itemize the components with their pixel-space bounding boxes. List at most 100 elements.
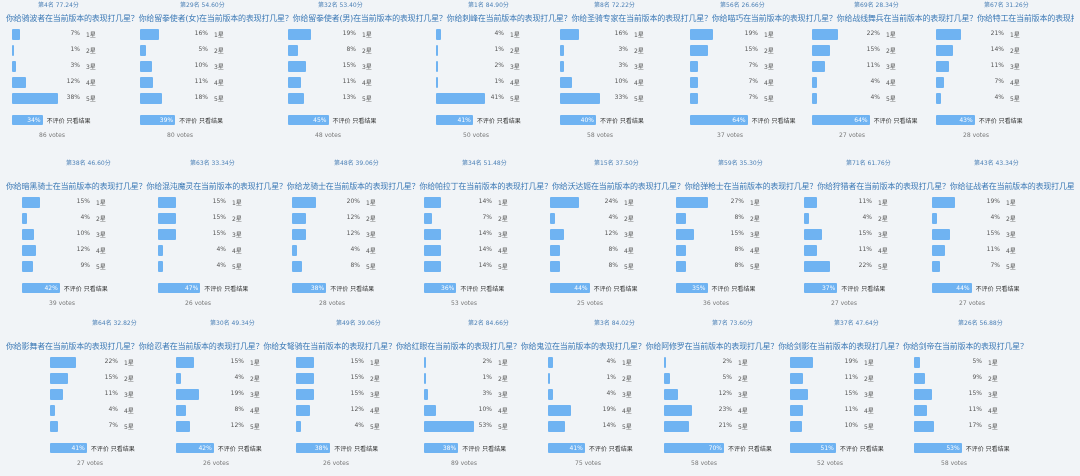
poll-option[interactable]: 2% 3星 (436, 60, 566, 74)
poll-option[interactable]: 14% 5星 (424, 260, 554, 274)
poll-option[interactable]: 4% 5星 (296, 420, 426, 434)
poll-option[interactable]: 5% 2星 (664, 372, 794, 386)
poll-option[interactable]: 15% 2星 (690, 44, 820, 58)
poll-option[interactable]: 15% 2星 (158, 212, 288, 226)
result-option[interactable]: 70% 不评价 只看结果 (664, 442, 794, 454)
poll-option[interactable]: 22% 1星 (50, 356, 180, 370)
poll-option[interactable]: 22% 1星 (812, 28, 942, 42)
poll-option[interactable]: 11% 3星 (936, 60, 1066, 74)
poll-option[interactable]: 7% 4星 (936, 76, 1066, 90)
result-option[interactable]: 53% 不评价 只看结果 (914, 442, 1044, 454)
poll-option[interactable]: 15% 3星 (288, 60, 418, 74)
poll-option[interactable]: 10% 5星 (790, 420, 920, 434)
poll-option[interactable]: 19% 1星 (288, 28, 418, 42)
poll-option[interactable]: 3% 3星 (424, 388, 554, 402)
result-option[interactable]: 45% 不评价 只看结果 (288, 114, 418, 126)
poll-option[interactable]: 5% 1星 (914, 356, 1044, 370)
poll-option[interactable]: 4% 4星 (158, 244, 288, 258)
poll-option[interactable]: 15% 3星 (676, 228, 806, 242)
poll-option[interactable]: 9% 2星 (914, 372, 1044, 386)
result-option[interactable]: 38% 不评价 只看结果 (424, 442, 554, 454)
poll-option[interactable]: 8% 5星 (676, 260, 806, 274)
poll-option[interactable]: 19% 1星 (690, 28, 820, 42)
poll-option[interactable]: 8% 5星 (292, 260, 422, 274)
result-option[interactable]: 43% 不评价 只看结果 (936, 114, 1066, 126)
poll-option[interactable]: 12% 3星 (550, 228, 680, 242)
poll-option[interactable]: 11% 4星 (914, 404, 1044, 418)
poll-option[interactable]: 11% 4星 (288, 76, 418, 90)
result-option[interactable]: 40% 不评价 只看结果 (560, 114, 690, 126)
poll-option[interactable]: 23% 4星 (664, 404, 794, 418)
poll-option[interactable]: 24% 1星 (550, 196, 680, 210)
poll-option[interactable]: 9% 5星 (22, 260, 152, 274)
result-option[interactable]: 35% 不评价 只看结果 (676, 282, 806, 294)
poll-option[interactable]: 11% 3星 (50, 388, 180, 402)
poll-option[interactable]: 11% 4星 (804, 244, 934, 258)
poll-option[interactable]: 10% 3星 (22, 228, 152, 242)
poll-option[interactable]: 53% 5星 (424, 420, 554, 434)
poll-option[interactable]: 11% 2星 (790, 372, 920, 386)
poll-option[interactable]: 8% 5星 (550, 260, 680, 274)
poll-option[interactable]: 22% 5星 (804, 260, 934, 274)
poll-option[interactable]: 4% 2星 (932, 212, 1062, 226)
result-option[interactable]: 44% 不评价 只看结果 (550, 282, 680, 294)
poll-option[interactable]: 3% 3星 (12, 60, 142, 74)
poll-option[interactable]: 11% 4星 (140, 76, 270, 90)
poll-option[interactable]: 13% 5星 (288, 92, 418, 106)
poll-option[interactable]: 7% 3星 (690, 60, 820, 74)
poll-option[interactable]: 8% 4星 (676, 244, 806, 258)
poll-option[interactable]: 19% 1星 (790, 356, 920, 370)
poll-option[interactable]: 15% 1星 (176, 356, 306, 370)
poll-option[interactable]: 1% 2星 (424, 372, 554, 386)
poll-option[interactable]: 7% 5星 (932, 260, 1062, 274)
poll-option[interactable]: 4% 4星 (812, 76, 942, 90)
result-option[interactable]: 41% 不评价 只看结果 (50, 442, 180, 454)
poll-option[interactable]: 12% 2星 (292, 212, 422, 226)
poll-option[interactable]: 4% 3星 (548, 388, 678, 402)
poll-option[interactable]: 4% 5星 (158, 260, 288, 274)
poll-option[interactable]: 19% 3星 (176, 388, 306, 402)
poll-option[interactable]: 11% 3星 (812, 60, 942, 74)
poll-option[interactable]: 1% 2星 (548, 372, 678, 386)
poll-option[interactable]: 14% 4星 (424, 244, 554, 258)
poll-option[interactable]: 15% 2星 (296, 372, 426, 386)
result-option[interactable]: 38% 不评价 只看结果 (292, 282, 422, 294)
poll-option[interactable]: 4% 5星 (812, 92, 942, 106)
poll-option[interactable]: 21% 1星 (936, 28, 1066, 42)
poll-option[interactable]: 12% 4星 (296, 404, 426, 418)
result-option[interactable]: 64% 不评价 只看结果 (690, 114, 820, 126)
poll-option[interactable]: 15% 3星 (932, 228, 1062, 242)
poll-option[interactable]: 16% 1星 (560, 28, 690, 42)
poll-option[interactable]: 15% 2星 (50, 372, 180, 386)
poll-option[interactable]: 19% 1星 (932, 196, 1062, 210)
result-option[interactable]: 41% 不评价 只看结果 (436, 114, 566, 126)
poll-option[interactable]: 4% 4星 (292, 244, 422, 258)
poll-option[interactable]: 10% 4星 (424, 404, 554, 418)
poll-option[interactable]: 15% 3星 (914, 388, 1044, 402)
poll-option[interactable]: 4% 2星 (550, 212, 680, 226)
result-option[interactable]: 34% 不评价 只看结果 (12, 114, 142, 126)
poll-option[interactable]: 15% 3星 (804, 228, 934, 242)
result-option[interactable]: 36% 不评价 只看结果 (424, 282, 554, 294)
result-option[interactable]: 47% 不评价 只看结果 (158, 282, 288, 294)
poll-option[interactable]: 10% 3星 (140, 60, 270, 74)
poll-option[interactable]: 19% 4星 (548, 404, 678, 418)
poll-option[interactable]: 15% 3星 (790, 388, 920, 402)
poll-option[interactable]: 14% 1星 (424, 196, 554, 210)
poll-option[interactable]: 14% 3星 (424, 228, 554, 242)
poll-option[interactable]: 15% 1星 (158, 196, 288, 210)
poll-option[interactable]: 7% 2星 (424, 212, 554, 226)
poll-option[interactable]: 17% 5星 (914, 420, 1044, 434)
poll-option[interactable]: 12% 4星 (12, 76, 142, 90)
poll-option[interactable]: 11% 1星 (804, 196, 934, 210)
result-option[interactable]: 41% 不评价 只看结果 (548, 442, 678, 454)
result-option[interactable]: 39% 不评价 只看结果 (140, 114, 270, 126)
poll-option[interactable]: 12% 4星 (22, 244, 152, 258)
poll-option[interactable]: 27% 1星 (676, 196, 806, 210)
poll-option[interactable]: 12% 3星 (664, 388, 794, 402)
poll-option[interactable]: 2% 1星 (664, 356, 794, 370)
result-option[interactable]: 38% 不评价 只看结果 (296, 442, 426, 454)
poll-option[interactable]: 20% 1星 (292, 196, 422, 210)
poll-option[interactable]: 15% 1星 (296, 356, 426, 370)
poll-option[interactable]: 1% 4星 (436, 76, 566, 90)
